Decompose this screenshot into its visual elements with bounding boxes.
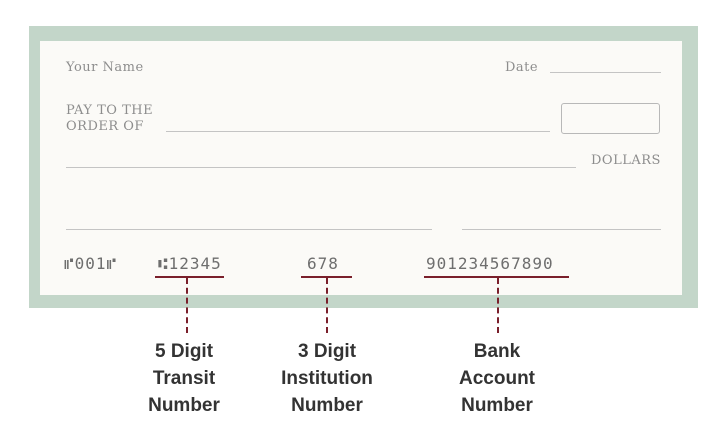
account-caption: Bank Account Number (427, 338, 567, 419)
micr-transit-number: ⑆12345 (158, 254, 222, 273)
payee-line (166, 131, 550, 132)
transit-caption-line-3: Number (148, 395, 220, 416)
institution-caption: 3 Digit Institution Number (257, 338, 397, 419)
date-line (550, 72, 661, 73)
institution-connector (326, 278, 328, 333)
pay-to-label: PAY TO THE ORDER OF (66, 103, 153, 135)
pay-to-label-line-2: ORDER OF (66, 119, 144, 134)
transit-caption-line-2: Transit (152, 368, 216, 389)
transit-caption: 5 Digit Transit Number (114, 338, 254, 419)
account-connector (497, 278, 499, 333)
institution-caption-line-2: Institution (281, 368, 373, 389)
amount-words-line (66, 167, 576, 168)
account-underline (424, 276, 569, 278)
pay-to-label-line-1: PAY TO THE (66, 103, 154, 118)
account-caption-line-2: Account (459, 368, 535, 389)
transit-connector (186, 278, 188, 333)
date-label: Date (505, 60, 539, 75)
micr-institution-number: 678 (307, 254, 339, 273)
dollars-label: DOLLARS (591, 153, 661, 168)
your-name-label: Your Name (66, 60, 144, 75)
memo-line (66, 229, 432, 230)
institution-underline (301, 276, 352, 278)
account-caption-line-1: Bank (473, 341, 521, 362)
micr-account-number: 901234567890 (426, 254, 554, 273)
transit-underline (155, 276, 224, 278)
institution-caption-line-3: Number (291, 395, 363, 416)
institution-caption-line-1: 3 Digit (297, 341, 357, 362)
signature-line (462, 229, 661, 230)
transit-caption-line-1: 5 Digit (154, 341, 214, 362)
account-caption-line-3: Number (461, 395, 533, 416)
amount-box (561, 103, 660, 134)
cheque-paper (40, 41, 682, 295)
micr-cheque-number: ⑈001⑈ (64, 254, 118, 273)
